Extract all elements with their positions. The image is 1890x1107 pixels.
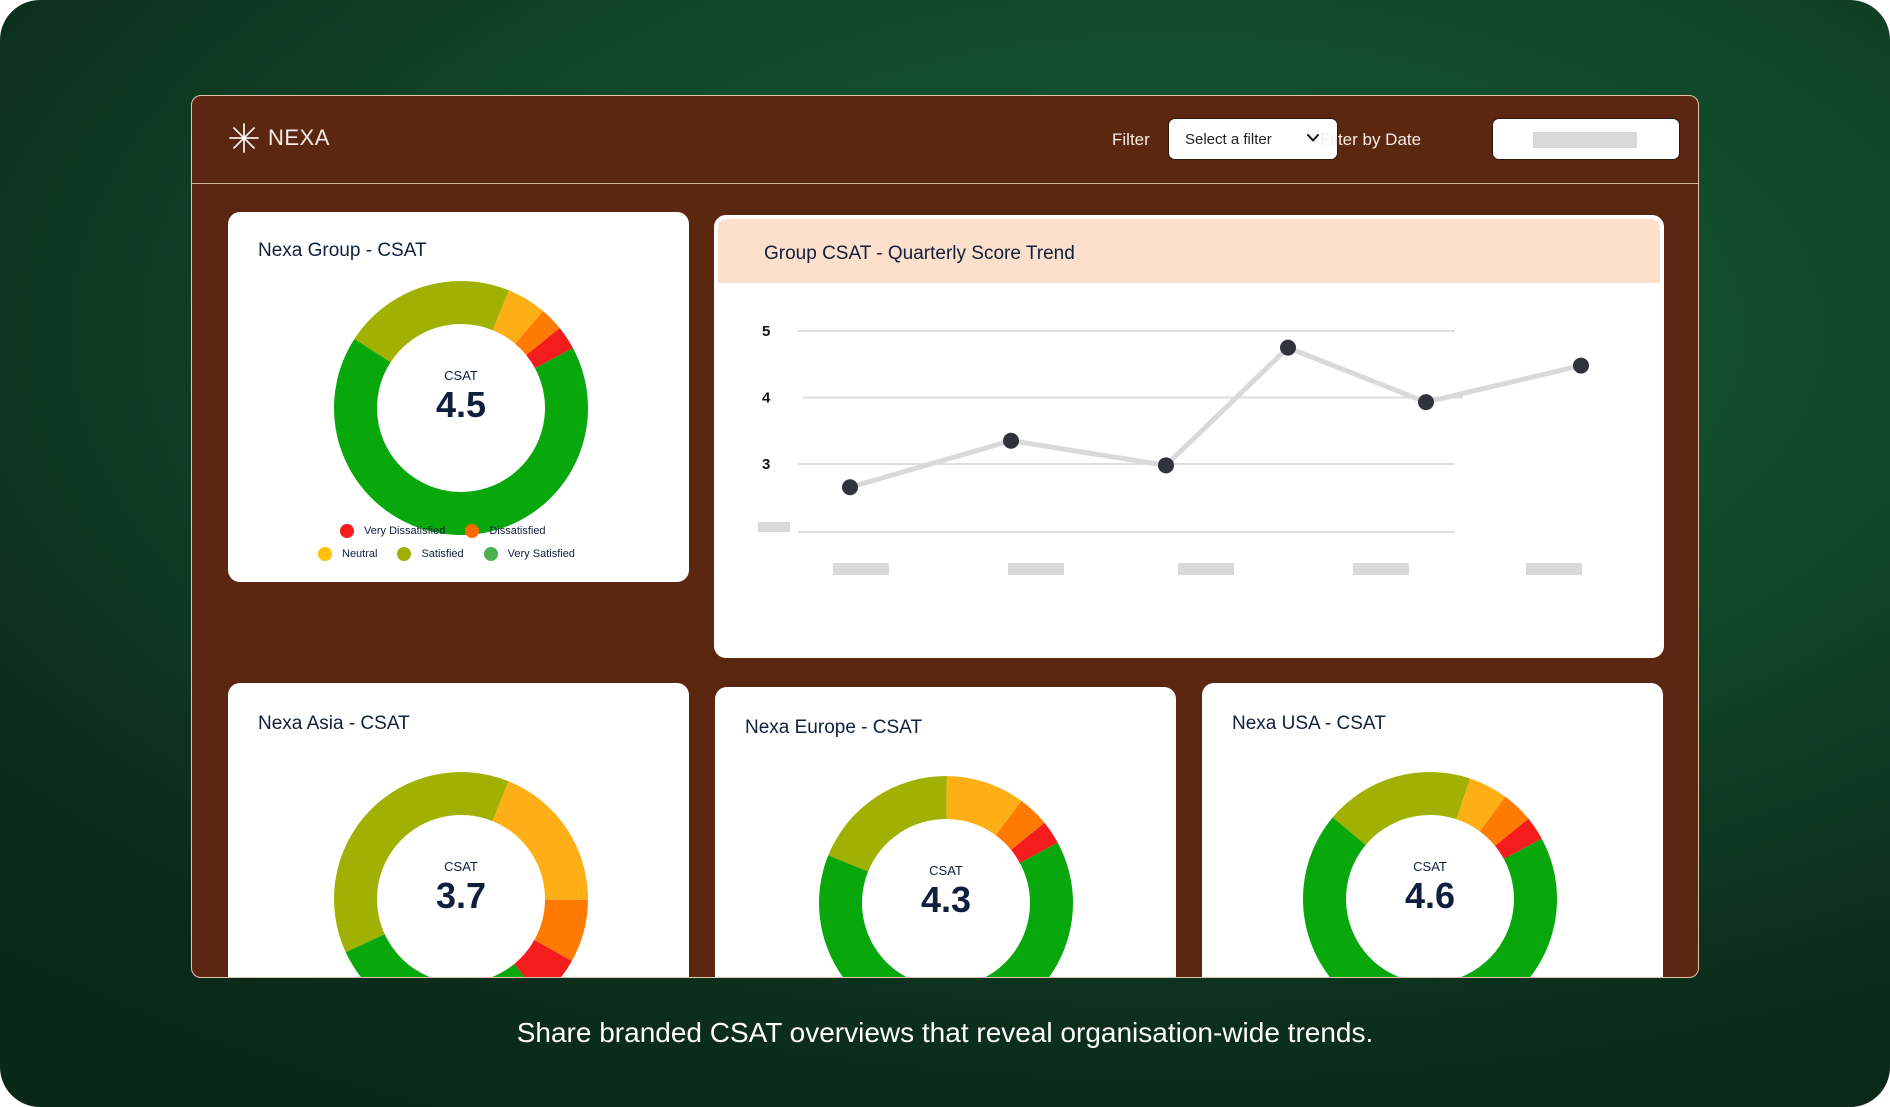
donut-segment-very-satisfied[interactable] xyxy=(345,934,542,978)
donut-chart-europe xyxy=(819,776,1073,978)
donut-segment-neutral[interactable] xyxy=(1456,778,1506,832)
asterisk-logo-icon xyxy=(229,123,259,153)
chart-title: Group CSAT - Quarterly Score Trend xyxy=(764,243,1075,264)
center-label: CSAT xyxy=(929,863,963,878)
legend-label: Very Satisfied xyxy=(507,548,575,560)
card-quarterly-trend: Group CSAT - Quarterly Score Trend 5 4 3 xyxy=(714,215,1664,658)
series-line xyxy=(849,345,1582,490)
x-tick-placeholder xyxy=(833,563,889,575)
dashboard-panel: NEXA Filter Select a filter Filter by Da… xyxy=(191,95,1699,978)
filter-select-value: Select a filter xyxy=(1185,130,1272,148)
donut-segment-dissatisfied[interactable] xyxy=(1479,796,1529,846)
y-tick-label: 3 xyxy=(762,456,770,473)
donut-segment-neutral[interactable] xyxy=(492,290,543,344)
x-tick-placeholder xyxy=(1353,563,1409,575)
x-tick-placeholder xyxy=(1178,563,1234,575)
data-point[interactable] xyxy=(1573,357,1589,374)
donut-segment-satisfied[interactable] xyxy=(1332,772,1471,846)
filter-select[interactable]: Select a filter xyxy=(1168,118,1338,160)
csat-score: 4.5 xyxy=(435,384,487,425)
legend-dot-icon xyxy=(318,547,332,561)
csat-score: 4.6 xyxy=(1404,875,1456,916)
card-nexa-asia: Nexa Asia - CSAT CSAT 3.7 xyxy=(228,683,689,978)
donut-chart-asia xyxy=(334,772,588,978)
chart-header: Group CSAT - Quarterly Score Trend xyxy=(718,219,1660,283)
legend-dot-icon xyxy=(465,524,480,538)
donut-chart-group xyxy=(334,281,588,535)
donut-segment-neutral[interactable] xyxy=(492,781,588,900)
donut-segment-dissatisfied[interactable] xyxy=(534,899,588,961)
legend-label: Satisfied xyxy=(421,548,464,560)
data-point[interactable] xyxy=(1158,457,1174,474)
data-point[interactable] xyxy=(842,479,858,496)
donut-segment-very-dissatisfied[interactable] xyxy=(1011,822,1058,864)
donut-segment-very-dissatisfied[interactable] xyxy=(1495,818,1542,860)
donut-segment-dissatisfied[interactable] xyxy=(515,310,560,356)
y-tick-label: 5 xyxy=(762,323,770,340)
data-point[interactable] xyxy=(1280,339,1296,356)
legend-dot-icon xyxy=(340,524,354,538)
card-title: Nexa Asia - CSAT xyxy=(258,713,410,734)
legend-dot-icon xyxy=(483,547,498,561)
top-bar: NEXA Filter Select a filter Filter by Da… xyxy=(192,96,1698,184)
donut-segment-very-satisfied[interactable] xyxy=(819,842,1073,978)
data-point[interactable] xyxy=(1003,432,1019,449)
csat-score: 4.3 xyxy=(920,879,972,920)
brand-logo[interactable]: NEXA xyxy=(228,122,330,154)
card-title: Nexa Group - CSAT xyxy=(258,240,427,261)
donut-segment-neutral[interactable] xyxy=(946,776,1022,836)
x-tick-placeholder xyxy=(1526,563,1582,575)
card-nexa-usa: Nexa USA - CSAT CSAT 4.6 xyxy=(1202,683,1663,978)
donut-segment-very-dissatisfied[interactable] xyxy=(526,328,573,369)
brand-name: NEXA xyxy=(268,125,330,150)
legend-dot-icon xyxy=(397,547,412,561)
legend-item-dissatisfied: Dissatisfied xyxy=(465,524,546,538)
y-tick-label: 4 xyxy=(762,390,771,407)
date-placeholder-bar xyxy=(1533,132,1637,148)
filter-label: Filter xyxy=(1112,130,1150,149)
legend-label: Dissatisfied xyxy=(489,525,546,537)
legend-item-very-satisfied: Very Satisfied xyxy=(483,547,575,561)
date-filter-input[interactable] xyxy=(1492,118,1680,160)
card-title: Nexa Europe - CSAT xyxy=(745,717,923,738)
legend-item-satisfied: Satisfied xyxy=(397,547,464,561)
donut-segment-very-dissatisfied[interactable] xyxy=(514,939,572,978)
date-filter-label: Filter by Date xyxy=(1320,130,1422,149)
donut-chart-usa xyxy=(1303,772,1557,978)
legend-item-very-dissatisfied: Very Dissatisfied xyxy=(340,524,445,538)
csat-score: 3.7 xyxy=(435,875,487,916)
center-label: CSAT xyxy=(444,859,478,874)
line-chart: 5 4 3 xyxy=(758,323,1589,575)
card-nexa-europe: Nexa Europe - CSAT CSAT 4.3 xyxy=(715,687,1176,978)
donut-segment-satisfied[interactable] xyxy=(354,281,509,363)
donut-segment-satisfied[interactable] xyxy=(334,772,509,953)
card-nexa-group: Nexa Group - CSAT CSAT 4.5 Very Dissatis… xyxy=(228,212,689,582)
y-tick-placeholder xyxy=(758,522,790,532)
donut-segment-dissatisfied[interactable] xyxy=(995,800,1045,850)
data-point[interactable] xyxy=(1418,394,1434,411)
card-title: Nexa USA - CSAT xyxy=(1232,713,1386,734)
donut-segment-very-satisfied[interactable] xyxy=(1303,817,1557,978)
center-label: CSAT xyxy=(1413,859,1447,874)
donut-segment-very-satisfied[interactable] xyxy=(334,338,588,535)
legend-label: Neutral xyxy=(342,548,378,560)
center-label: CSAT xyxy=(444,368,478,383)
legend-item-neutral: Neutral xyxy=(318,547,377,561)
chevron-down-icon xyxy=(1307,134,1319,142)
donut-segment-satisfied[interactable] xyxy=(828,776,947,872)
caption: Share branded CSAT overviews that reveal… xyxy=(516,1017,1374,1048)
legend-label: Very Dissatisfied xyxy=(364,525,446,537)
x-tick-placeholder xyxy=(1008,563,1064,575)
